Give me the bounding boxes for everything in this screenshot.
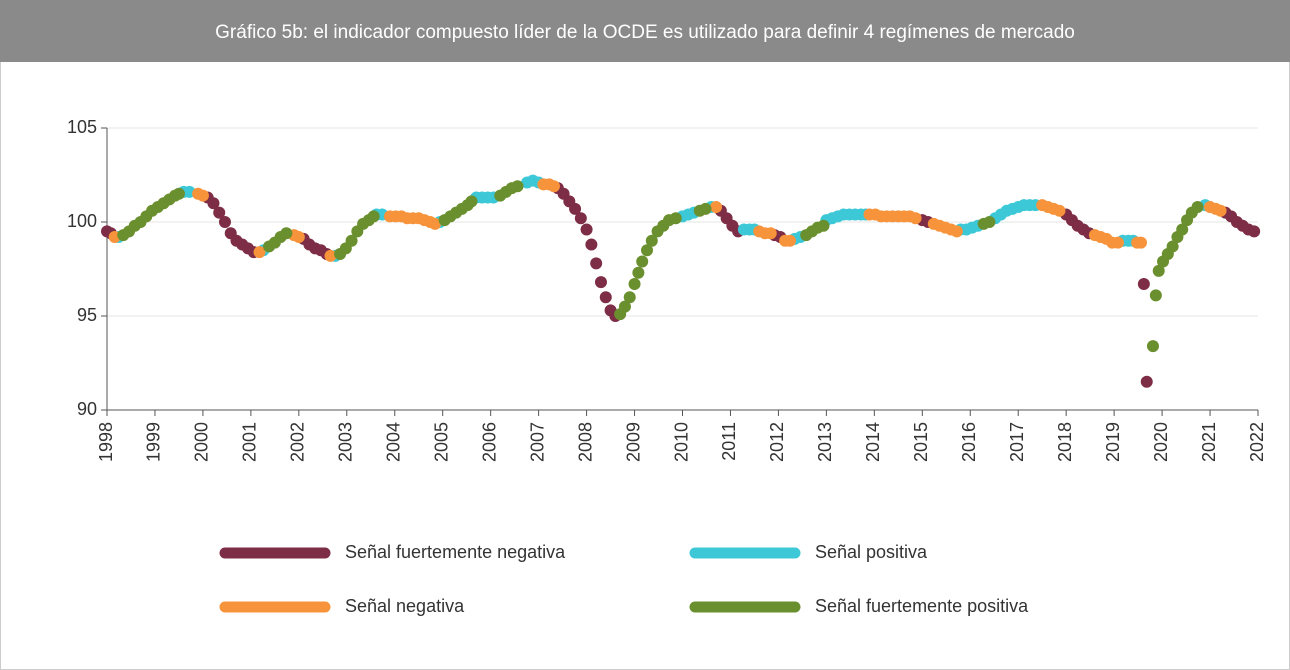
- data-point: [1248, 225, 1261, 238]
- x-tick-label: 2001: [240, 422, 260, 462]
- legend-label: Señal positiva: [815, 542, 928, 562]
- data-point: [1214, 204, 1227, 217]
- x-tick-label: 2000: [192, 422, 212, 462]
- data-point: [292, 231, 305, 244]
- data-point: [641, 244, 654, 257]
- x-tick-label: 1998: [96, 422, 116, 462]
- y-tick-label: 105: [67, 117, 97, 137]
- x-tick-label: 1999: [144, 422, 164, 462]
- data-point: [1137, 278, 1150, 291]
- x-tick-label: 2015: [911, 422, 931, 462]
- data-point: [213, 206, 226, 219]
- data-point: [590, 257, 603, 270]
- data-point: [172, 187, 185, 200]
- x-tick-label: 2012: [767, 422, 787, 462]
- data-point: [623, 291, 636, 304]
- data-point: [764, 227, 777, 240]
- legend-label: Señal negativa: [345, 596, 465, 616]
- data-point: [1149, 289, 1162, 302]
- data-point: [207, 197, 220, 210]
- data-point: [196, 189, 209, 202]
- x-tick-label: 2021: [1199, 422, 1219, 462]
- data-point: [253, 246, 266, 259]
- data-point: [599, 291, 612, 304]
- x-tick-label: 2022: [1247, 422, 1267, 462]
- data-point: [594, 276, 607, 289]
- data-point: [574, 212, 587, 225]
- data-point: [547, 180, 560, 193]
- x-tick-label: 2016: [959, 422, 979, 462]
- data-point: [511, 180, 524, 193]
- data-point: [1191, 200, 1204, 213]
- data-point: [1152, 264, 1165, 277]
- data-point: [1176, 223, 1189, 236]
- data-point: [465, 195, 478, 208]
- x-tick-label: 2018: [1055, 422, 1075, 462]
- data-point: [669, 212, 682, 225]
- data-point: [909, 212, 922, 225]
- x-tick-label: 2019: [1103, 422, 1123, 462]
- data-point: [218, 216, 231, 228]
- x-tick-label: 2009: [623, 422, 643, 462]
- data-point: [1140, 375, 1153, 388]
- y-tick-label: 95: [77, 305, 97, 325]
- data-point: [699, 202, 712, 215]
- data-point: [628, 278, 641, 291]
- x-tick-label: 2002: [288, 422, 308, 462]
- data-point: [950, 225, 963, 238]
- x-tick-label: 2003: [336, 422, 356, 462]
- data-point: [345, 234, 358, 247]
- x-tick-label: 2017: [1007, 422, 1027, 462]
- legend-label: Señal fuertemente positiva: [815, 596, 1029, 616]
- y-tick-label: 90: [77, 399, 97, 419]
- data-point: [280, 227, 293, 240]
- x-tick-label: 2004: [384, 422, 404, 462]
- data-point: [429, 217, 442, 230]
- data-point: [324, 249, 337, 262]
- data-point: [367, 210, 380, 223]
- data-point: [783, 234, 796, 247]
- data-point: [983, 216, 996, 228]
- x-tick-label: 2013: [815, 422, 835, 462]
- data-point: [580, 223, 593, 236]
- data-point: [1111, 236, 1124, 249]
- legend-label: Señal fuertemente negativa: [345, 542, 566, 562]
- x-tick-label: 2020: [1151, 422, 1171, 462]
- x-tick-label: 2010: [671, 422, 691, 462]
- chart-title: Gráfico 5b: el indicador compuesto líder…: [215, 22, 1075, 43]
- x-tick-label: 2011: [719, 422, 739, 461]
- title-banner: [0, 0, 1290, 62]
- x-tick-label: 2014: [863, 422, 883, 462]
- y-tick-label: 100: [67, 211, 97, 231]
- data-point: [645, 234, 658, 247]
- data-point: [569, 202, 582, 215]
- data-point: [1134, 236, 1147, 249]
- data-point: [585, 238, 598, 251]
- x-tick-label: 2008: [575, 422, 595, 462]
- data-point: [817, 219, 830, 232]
- data-point: [1146, 340, 1159, 353]
- data-point: [632, 266, 645, 279]
- data-point: [710, 200, 723, 213]
- data-point: [1166, 240, 1179, 253]
- data-point: [1053, 204, 1066, 217]
- data-point: [618, 300, 631, 313]
- x-tick-label: 2007: [527, 422, 547, 462]
- data-point: [636, 255, 649, 268]
- x-tick-label: 2006: [479, 422, 499, 462]
- x-tick-label: 2005: [431, 422, 451, 462]
